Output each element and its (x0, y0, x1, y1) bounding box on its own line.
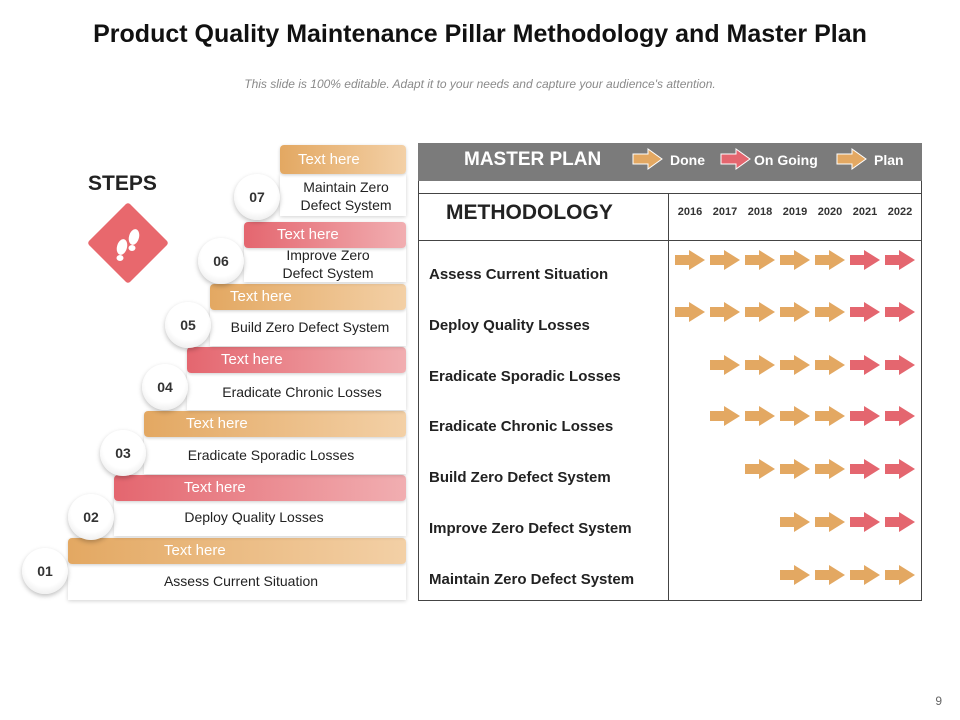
plan-arrow-icon (836, 148, 867, 170)
done-arrow-icon (815, 459, 845, 479)
footprints-icon (116, 229, 140, 261)
done-arrow-icon (745, 250, 775, 270)
year-label: 2018 (747, 206, 773, 218)
year-label: 2022 (887, 206, 913, 218)
year-label: 2016 (677, 206, 703, 218)
step-box (114, 498, 406, 536)
step-text: Eradicate Sporadic Losses (187, 447, 355, 463)
step-number: 03 (100, 430, 146, 476)
ongoing-arrow-icon (850, 512, 880, 532)
legend-plan: Plan (874, 152, 904, 168)
step-number: 06 (198, 238, 244, 284)
done-arrow-icon (780, 355, 810, 375)
ongoing-arrow-icon (885, 512, 915, 532)
step-header: Text here (244, 222, 406, 248)
master-plan-title: MASTER PLAN (464, 149, 602, 170)
step-header: Text here (68, 538, 406, 564)
done-arrow-icon (675, 302, 705, 322)
step-number: 07 (234, 174, 280, 220)
ongoing-arrow-icon (885, 355, 915, 375)
done-arrow-icon (710, 355, 740, 375)
slide-subtitle: This slide is 100% editable. Adapt it to… (244, 77, 716, 91)
step-box (68, 562, 406, 600)
methodology-title: METHODOLOGY (446, 201, 613, 224)
methodology-row-label: Eradicate Sporadic Losses (429, 368, 621, 385)
step-number: 04 (142, 364, 188, 410)
done-arrow-icon (745, 355, 775, 375)
step-header: Text here (144, 411, 406, 437)
steps-label: STEPS (88, 172, 157, 195)
done-arrow-icon (710, 250, 740, 270)
done-arrow-icon (815, 406, 845, 426)
step-box (244, 244, 406, 282)
year-label: 2019 (782, 206, 808, 218)
done-arrow-icon (780, 459, 810, 479)
step-header: Text here (210, 284, 406, 310)
ongoing-arrow-icon (720, 148, 751, 170)
done-arrow-icon (710, 302, 740, 322)
step-number: 05 (165, 302, 211, 348)
done-arrow-icon (780, 565, 810, 585)
done-arrow-icon (710, 406, 740, 426)
page-number: 9 (935, 694, 942, 708)
done-arrow-icon (850, 565, 880, 585)
ongoing-arrow-icon (850, 406, 880, 426)
done-arrow-icon (780, 302, 810, 322)
ongoing-arrow-icon (885, 250, 915, 270)
divider (418, 240, 922, 241)
step-box (280, 174, 406, 216)
ongoing-arrow-icon (850, 302, 880, 322)
ongoing-arrow-icon (885, 302, 915, 322)
step-box (210, 308, 406, 346)
done-arrow-icon (815, 302, 845, 322)
column-divider (668, 193, 669, 601)
methodology-row-label: Improve Zero Defect System (429, 520, 632, 537)
done-arrow-icon (780, 250, 810, 270)
divider (418, 193, 922, 194)
legend-done: Done (670, 152, 705, 168)
done-arrow-icon (815, 512, 845, 532)
done-arrow-icon (745, 302, 775, 322)
done-arrow-icon (780, 406, 810, 426)
year-label: 2021 (852, 206, 878, 218)
done-arrow-icon (815, 250, 845, 270)
year-label: 2020 (817, 206, 843, 218)
step-text: Maintain Zero Defect System (300, 179, 392, 213)
step-number: 01 (22, 548, 68, 594)
done-arrow-icon (675, 250, 705, 270)
done-arrow-icon (780, 512, 810, 532)
done-arrow-icon (815, 565, 845, 585)
step-box (187, 372, 406, 410)
ongoing-arrow-icon (885, 459, 915, 479)
done-arrow-icon (745, 406, 775, 426)
ongoing-arrow-icon (885, 406, 915, 426)
legend-ongoing: On Going (754, 152, 818, 168)
methodology-row-label: Deploy Quality Losses (429, 317, 590, 334)
step-header: Text here (280, 145, 406, 174)
ongoing-arrow-icon (850, 355, 880, 375)
year-label: 2017 (712, 206, 738, 218)
step-box (144, 436, 406, 474)
done-arrow-icon (632, 148, 663, 170)
step-text: Assess Current Situation (163, 573, 319, 589)
step-text: Eradicate Chronic Losses (222, 384, 382, 400)
step-text: Build Zero Defect System (230, 319, 390, 335)
step-number: 02 (68, 494, 114, 540)
step-text: Improve Zero Defect System (282, 247, 374, 281)
methodology-row-label: Eradicate Chronic Losses (429, 418, 614, 435)
ongoing-arrow-icon (850, 250, 880, 270)
methodology-row-label: Build Zero Defect System (429, 469, 611, 486)
step-text: Deploy Quality Losses (184, 509, 324, 525)
done-arrow-icon (745, 459, 775, 479)
step-header: Text here (187, 347, 406, 373)
methodology-row-label: Assess Current Situation (429, 266, 609, 283)
step-header: Text here (114, 475, 406, 501)
ongoing-arrow-icon (850, 459, 880, 479)
slide-title: Product Quality Maintenance Pillar Metho… (93, 20, 867, 48)
methodology-row-label: Maintain Zero Defect System (429, 571, 635, 588)
done-arrow-icon (885, 565, 915, 585)
done-arrow-icon (815, 355, 845, 375)
